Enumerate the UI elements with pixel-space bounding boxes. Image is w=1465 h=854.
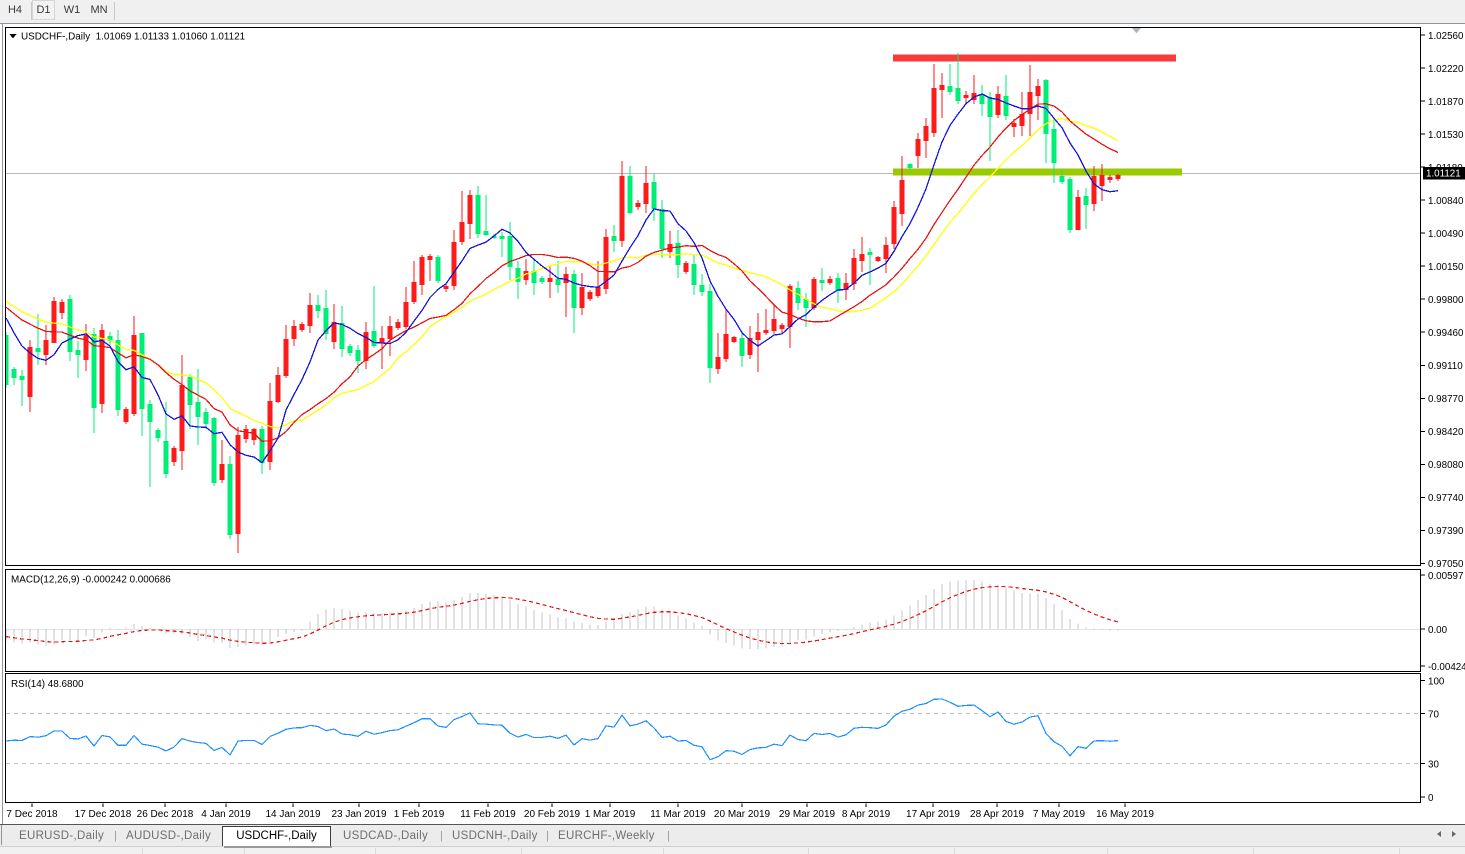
svg-text:29 Mar 2019: 29 Mar 2019 — [779, 809, 836, 820]
svg-text:1.01121: 1.01121 — [1426, 169, 1461, 180]
svg-text:20 Mar 2019: 20 Mar 2019 — [714, 809, 771, 820]
svg-text:0.99460: 0.99460 — [1428, 328, 1464, 339]
svg-text:7 Dec 2018: 7 Dec 2018 — [6, 809, 58, 820]
svg-text:0.00597: 0.00597 — [1428, 571, 1463, 582]
svg-text:0.99800: 0.99800 — [1428, 295, 1464, 306]
svg-text:1.01870: 1.01870 — [1428, 97, 1464, 108]
svg-text:30: 30 — [1428, 759, 1439, 770]
svg-text:1.01530: 1.01530 — [1428, 130, 1464, 141]
svg-text:70: 70 — [1428, 709, 1439, 720]
svg-text:1.02220: 1.02220 — [1428, 64, 1464, 75]
svg-text:1.00840: 1.00840 — [1428, 196, 1464, 207]
svg-text:1.00150: 1.00150 — [1428, 262, 1464, 273]
svg-text:1.00490: 1.00490 — [1428, 229, 1464, 240]
svg-text:16 May 2019: 16 May 2019 — [1096, 809, 1154, 820]
svg-text:11 Feb 2019: 11 Feb 2019 — [460, 809, 516, 820]
svg-text:0.99110: 0.99110 — [1428, 361, 1463, 372]
svg-text:0: 0 — [1428, 793, 1434, 804]
svg-text:4 Jan 2019: 4 Jan 2019 — [201, 809, 251, 820]
svg-text:1 Mar 2019: 1 Mar 2019 — [585, 809, 636, 820]
svg-text:20 Feb 2019: 20 Feb 2019 — [524, 809, 581, 820]
svg-text:1.02560: 1.02560 — [1428, 31, 1464, 42]
svg-text:1 Feb 2019: 1 Feb 2019 — [394, 809, 445, 820]
svg-text:0.97390: 0.97390 — [1428, 526, 1464, 537]
svg-text:-0.004243: -0.004243 — [1428, 662, 1465, 673]
svg-text:14 Jan 2019: 14 Jan 2019 — [265, 809, 320, 820]
svg-text:11 Mar 2019: 11 Mar 2019 — [650, 809, 706, 820]
svg-text:0.98080: 0.98080 — [1428, 460, 1464, 471]
svg-text:0.00: 0.00 — [1428, 625, 1448, 636]
svg-text:0.98770: 0.98770 — [1428, 394, 1464, 405]
svg-text:100: 100 — [1428, 676, 1445, 687]
svg-text:7 May 2019: 7 May 2019 — [1033, 809, 1086, 820]
svg-text:MACD(12,26,9) -0.000242 0.0006: MACD(12,26,9) -0.000242 0.000686 — [11, 575, 171, 586]
svg-text:USDCHF-,Daily 1.01069 1.01133: USDCHF-,Daily 1.01069 1.01133 1.01060 1.… — [21, 32, 246, 43]
svg-text:17 Dec 2018: 17 Dec 2018 — [75, 809, 132, 820]
svg-text:0.98420: 0.98420 — [1428, 427, 1464, 438]
svg-text:RSI(14) 48.6800: RSI(14) 48.6800 — [11, 679, 84, 690]
svg-text:8 Apr 2019: 8 Apr 2019 — [842, 809, 891, 820]
svg-text:0.97050: 0.97050 — [1428, 559, 1464, 570]
svg-text:26 Dec 2018: 26 Dec 2018 — [137, 809, 194, 820]
svg-text:0.97740: 0.97740 — [1428, 493, 1464, 504]
svg-text:23 Jan 2019: 23 Jan 2019 — [331, 809, 386, 820]
svg-text:17 Apr 2019: 17 Apr 2019 — [906, 809, 960, 820]
svg-text:28 Apr 2019: 28 Apr 2019 — [970, 809, 1024, 820]
